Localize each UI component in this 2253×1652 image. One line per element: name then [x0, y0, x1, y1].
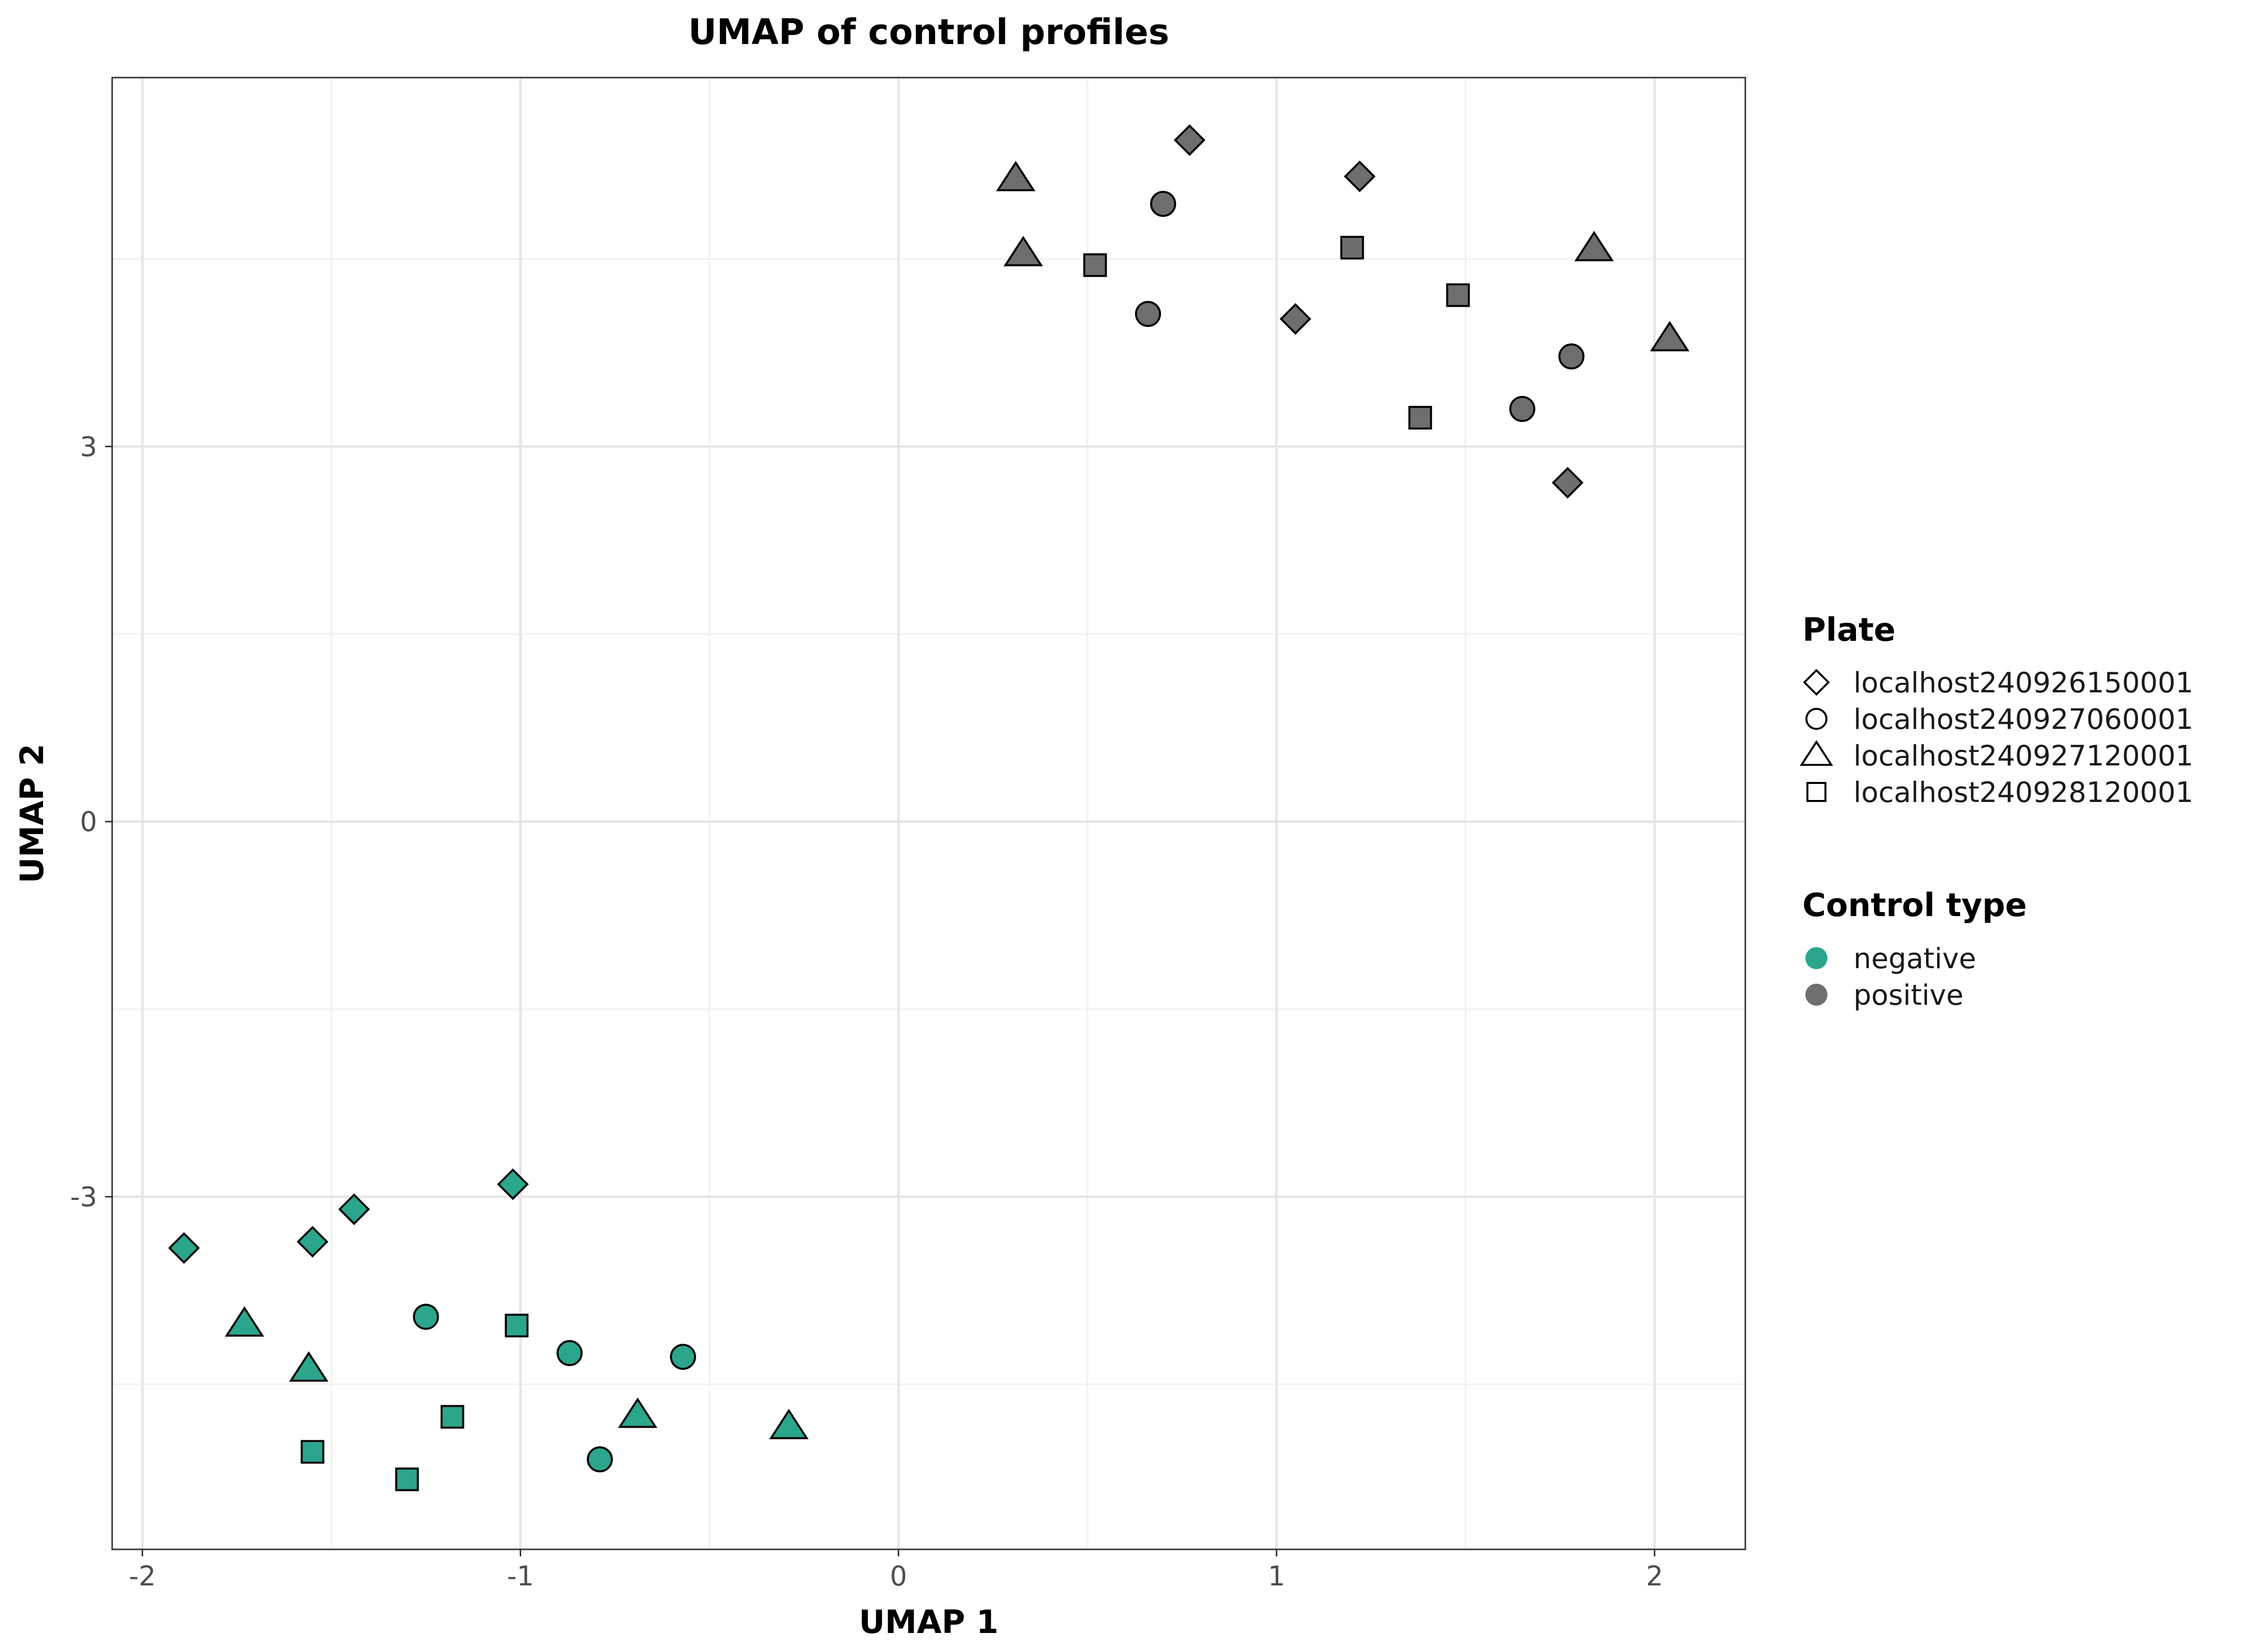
plate-legend-label: localhost240927060001: [1853, 703, 2193, 736]
data-point-negative-circle: [413, 1304, 439, 1330]
control-type-legend-title: Control type: [1802, 887, 2027, 924]
data-point-positive-circle: [1509, 395, 1536, 422]
plate-legend-items: localhost240926150001 localhost2409270600…: [1799, 667, 2193, 809]
data-point-negative-triangle: [618, 1397, 657, 1428]
legend-key-diamond: [1803, 669, 1830, 696]
y-axis-ticks: -3 0 3: [70, 431, 112, 1213]
x-tick-label: -1: [507, 1560, 534, 1592]
x-tick-label: 0: [890, 1560, 907, 1592]
data-point-negative-triangle: [769, 1409, 809, 1439]
data-point-positive-triangle: [1574, 231, 1614, 261]
plate-legend-label: localhost240926150001: [1853, 667, 2193, 699]
data-point-negative-diamond: [338, 1193, 370, 1225]
legend-key-positive-color: [1805, 984, 1827, 1006]
data-point-positive-square: [1446, 283, 1470, 307]
legend-key-circle: [1805, 708, 1827, 730]
data-point-negative-square: [440, 1405, 465, 1429]
plate-legend-title: Plate: [1802, 612, 1896, 649]
data-point-positive-diamond: [1279, 303, 1312, 335]
data-point-positive-diamond: [1552, 467, 1584, 499]
data-point-negative-triangle: [224, 1306, 264, 1337]
control-type-legend-label: negative: [1853, 943, 1976, 975]
data-point-negative-triangle: [289, 1351, 328, 1382]
legend: Plate localhost240926150001localhost2409…: [1799, 612, 2193, 1012]
plot-panel-border: [111, 77, 1746, 1550]
data-point-positive-diamond: [1344, 160, 1376, 192]
data-point-negative-diamond: [497, 1168, 529, 1200]
y-axis-title: UMAP 2: [14, 744, 51, 884]
y-tick-label: 0: [80, 806, 97, 838]
chart-title: UMAP of control profiles: [688, 12, 1170, 53]
x-axis-ticks: -2 -1 0 1 2: [129, 1549, 1663, 1592]
x-axis-title: UMAP 1: [859, 1604, 999, 1641]
data-point-negative-diamond: [296, 1225, 328, 1258]
data-point-negative-diamond: [168, 1232, 200, 1264]
data-point-positive-triangle: [1003, 236, 1043, 266]
data-point-negative-circle: [556, 1340, 583, 1366]
control-type-legend-label: positive: [1853, 979, 1964, 1012]
data-point-negative-circle: [587, 1446, 613, 1473]
data-point-negative-square: [395, 1467, 419, 1491]
y-tick-label: 3: [80, 431, 97, 463]
x-tick-label: 1: [1268, 1560, 1285, 1592]
x-tick-label: 2: [1646, 1560, 1663, 1592]
data-point-positive-triangle: [1650, 320, 1690, 351]
grid-lines: [112, 78, 1745, 1549]
data-points: [168, 124, 1690, 1491]
plate-legend-label: localhost240927120001: [1853, 740, 2193, 772]
legend-key-negative-color: [1805, 947, 1827, 969]
data-point-positive-circle: [1558, 343, 1585, 370]
legend-key-triangle: [1799, 740, 1833, 766]
y-tick-label: -3: [70, 1181, 97, 1213]
data-point-positive-square: [1340, 236, 1364, 260]
data-point-negative-circle: [670, 1344, 696, 1370]
legend-key-square: [1806, 782, 1826, 802]
plate-legend-label: localhost240928120001: [1853, 776, 2193, 809]
data-point-negative-square: [300, 1440, 324, 1464]
data-point-positive-circle: [1150, 191, 1177, 217]
data-point-positive-triangle: [996, 161, 1035, 192]
data-point-positive-square: [1083, 253, 1107, 277]
data-point-positive-diamond: [1174, 124, 1206, 156]
x-tick-label: -2: [129, 1560, 156, 1592]
data-point-positive-square: [1408, 405, 1432, 430]
control-type-legend-items: negative positive: [1805, 943, 1976, 1012]
data-point-positive-circle: [1135, 301, 1161, 327]
data-point-negative-square: [505, 1314, 529, 1338]
